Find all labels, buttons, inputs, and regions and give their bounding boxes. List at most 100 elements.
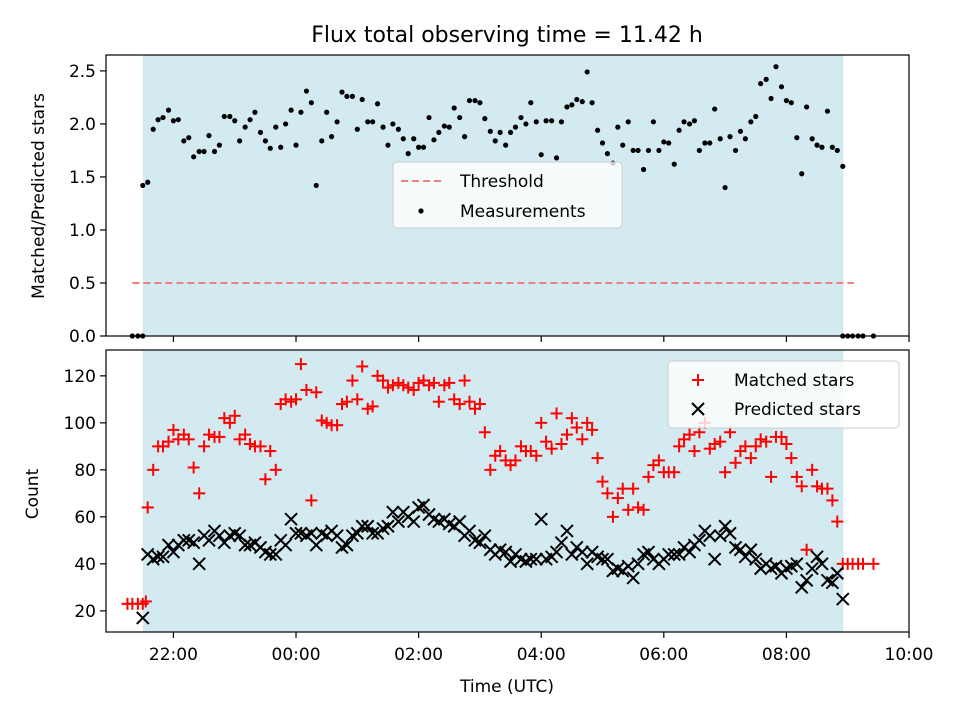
predicted-star-point: [795, 580, 809, 595]
counts-y-tick-label: 20: [74, 602, 96, 622]
measurement-point: [712, 106, 718, 112]
matched-star-point: [668, 466, 681, 479]
measurement-point: [773, 64, 779, 70]
predicted-star-point: [580, 557, 594, 571]
counts-y-tick-label: 80: [74, 461, 96, 481]
measurement-point: [365, 119, 371, 125]
measurement-point: [538, 152, 544, 158]
measurement-point: [477, 100, 483, 106]
measurement-point: [374, 101, 381, 107]
measurement-point: [482, 116, 488, 122]
matched-star-point: [795, 480, 808, 493]
matched-star-point: [606, 510, 619, 523]
measurement-point: [334, 119, 340, 125]
measurement-point: [380, 124, 386, 130]
predicted-star-point: [825, 575, 840, 590]
legend-predicted-label: Predicted stars: [734, 400, 861, 420]
matched-star-point: [167, 423, 180, 436]
predicted-star-point: [361, 519, 375, 533]
matched-star-point: [729, 456, 742, 469]
matched-star-point: [139, 595, 152, 608]
measurement-point: [681, 119, 687, 125]
predicted-star-point: [621, 559, 635, 573]
measurement-point: [186, 135, 192, 141]
measurement-point: [737, 128, 744, 134]
measurement-point: [630, 147, 636, 154]
predicted-star-point: [769, 559, 783, 573]
measurement-point: [528, 100, 534, 106]
measurement-point: [840, 163, 846, 169]
matched-star-point: [453, 398, 466, 411]
predicted-star-point: [177, 533, 191, 548]
matched-star-point: [785, 452, 798, 465]
predicted-star-point: [284, 512, 298, 526]
measurement-point: [344, 93, 350, 99]
measurement-point: [748, 119, 754, 125]
measurement-point: [742, 136, 748, 142]
measurement-point: [160, 114, 166, 121]
measurement-point: [247, 117, 253, 123]
ratio-marks: [129, 64, 877, 339]
measurement-point: [604, 151, 611, 157]
predicted-star-point: [278, 538, 293, 552]
ratio-y-tick-label: 2.5: [69, 62, 96, 82]
x-tick-label: 08:00: [762, 645, 811, 665]
predicted-star-point: [830, 566, 844, 580]
ratio-legend: Threshold Measurements: [392, 161, 623, 229]
matched-star-point: [259, 473, 272, 486]
measurement-point: [175, 117, 181, 123]
predicted-star-point: [534, 512, 548, 526]
ratio-y-tick-label: 1.0: [69, 221, 96, 241]
matched-star-point: [857, 557, 870, 570]
matched-star-point: [509, 454, 522, 467]
measurement-point: [313, 182, 319, 189]
measurement-point: [181, 138, 187, 144]
measurement-point: [288, 107, 294, 113]
measurement-point: [599, 140, 606, 146]
predicted-star-point: [749, 552, 763, 566]
counts-y-tick-label: 100: [64, 414, 96, 434]
counts-axes-frame: [105, 349, 910, 633]
measurement-point: [727, 134, 733, 140]
predicted-star-point: [524, 552, 538, 566]
measurement-point: [472, 97, 478, 104]
measurement-point: [278, 144, 284, 150]
matched-star-point: [596, 475, 609, 488]
measurement-point: [783, 97, 790, 104]
counts-y-axis-label: Count: [23, 468, 43, 519]
measurement-point: [273, 124, 279, 130]
matched-star-point: [407, 383, 420, 396]
predicted-star-point: [416, 498, 431, 512]
measurement-point: [686, 121, 693, 127]
matched-star-point: [187, 461, 200, 474]
predicted-star-point: [815, 557, 829, 571]
x-tick-label: 06:00: [639, 645, 688, 665]
matched-star-point: [478, 426, 491, 439]
measurement-point: [696, 147, 702, 154]
measurement-point: [666, 140, 672, 146]
measurement-point: [763, 76, 769, 82]
measurement-point: [319, 138, 325, 144]
predicted-star-point: [662, 547, 676, 562]
measurement-point: [206, 132, 212, 139]
matched-star-point: [744, 452, 757, 465]
measurement-point: [145, 179, 151, 185]
matched-star-point: [601, 487, 614, 500]
predicted-star-point: [355, 519, 369, 533]
measurement-point: [512, 124, 519, 130]
measurement-point: [390, 121, 396, 127]
matched-star-point: [331, 419, 344, 432]
matched-star-point: [223, 416, 236, 429]
measurement-point: [170, 118, 177, 124]
predicted-star-point: [733, 543, 748, 557]
counts-x-ticks: 22:00 00:00 02:00 04:00 06:00 08:00 10:00: [149, 632, 934, 665]
measurement-point: [809, 136, 815, 142]
predicted-star-point: [631, 557, 645, 571]
x-tick-label: 10:00: [885, 645, 934, 665]
predicted-star-point: [202, 533, 216, 548]
predicted-star-point: [667, 547, 681, 562]
measurement-point: [267, 145, 273, 151]
matched-star-point: [427, 376, 440, 389]
matched-star-point: [708, 438, 721, 450]
matched-star-point: [264, 445, 277, 458]
